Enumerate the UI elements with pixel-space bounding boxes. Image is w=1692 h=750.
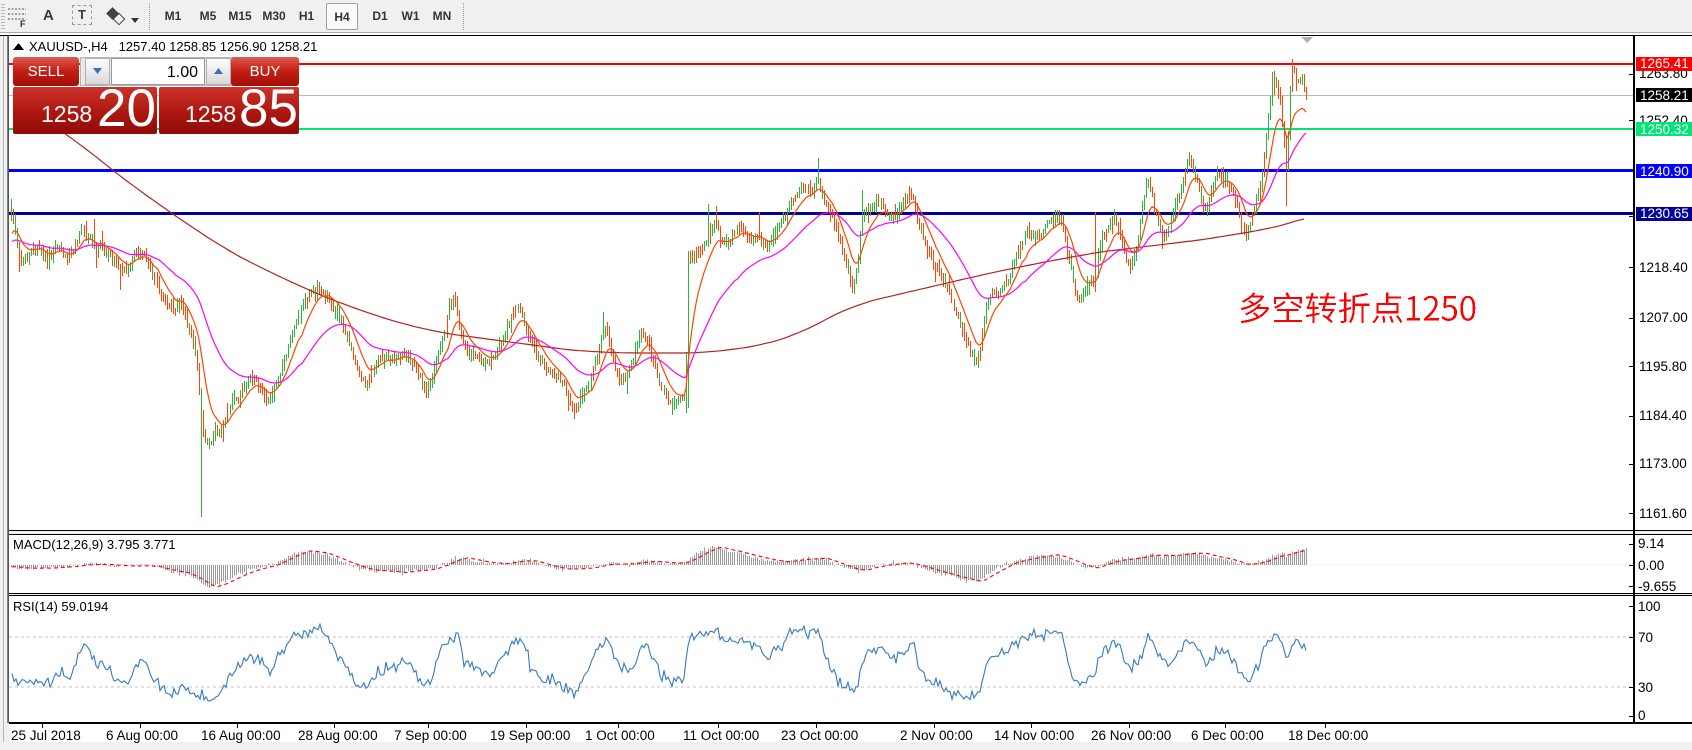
svg-text:1265.41: 1265.41 — [1640, 56, 1689, 71]
svg-text:6 Dec 00:00: 6 Dec 00:00 — [1191, 728, 1264, 743]
svg-text:26 Nov 00:00: 26 Nov 00:00 — [1091, 728, 1171, 743]
svg-text:MACD(12,26,9) 3.795 3.771: MACD(12,26,9) 3.795 3.771 — [13, 537, 176, 552]
svg-text:25 Jul 2018: 25 Jul 2018 — [11, 728, 81, 743]
svg-text:1207.00: 1207.00 — [1639, 310, 1688, 325]
svg-text:19 Sep 00:00: 19 Sep 00:00 — [490, 728, 570, 743]
svg-text:30: 30 — [1638, 680, 1653, 695]
svg-text:18 Dec 00:00: 18 Dec 00:00 — [1288, 728, 1368, 743]
svg-text:1184.40: 1184.40 — [1639, 408, 1687, 423]
svg-text:1173.00: 1173.00 — [1639, 456, 1687, 471]
svg-text:14 Nov 00:00: 14 Nov 00:00 — [994, 728, 1074, 743]
svg-text:100: 100 — [1638, 599, 1661, 614]
svg-text:0: 0 — [1638, 708, 1646, 723]
svg-text:16 Aug 00:00: 16 Aug 00:00 — [201, 728, 281, 743]
svg-text:1195.80: 1195.80 — [1639, 359, 1687, 374]
svg-text:1258.21: 1258.21 — [1640, 88, 1689, 103]
svg-text:11 Oct 00:00: 11 Oct 00:00 — [683, 728, 759, 743]
svg-text:F: F — [20, 19, 26, 28]
svg-text:XAUUSD-,H4 1257.40 1258.85 1: XAUUSD-,H4 1257.40 1258.85 1256.90 1258.… — [29, 39, 317, 54]
svg-text:1218.40: 1218.40 — [1639, 260, 1688, 275]
svg-text:2 Nov 00:00: 2 Nov 00:00 — [900, 728, 973, 743]
svg-text:7 Sep 00:00: 7 Sep 00:00 — [394, 728, 467, 743]
svg-text:1250.32: 1250.32 — [1640, 122, 1689, 137]
svg-text:1240.90: 1240.90 — [1640, 164, 1689, 179]
svg-text:28 Aug 00:00: 28 Aug 00:00 — [298, 728, 378, 743]
svg-text:1230.65: 1230.65 — [1640, 206, 1689, 221]
svg-text:1161.60: 1161.60 — [1639, 506, 1687, 521]
svg-text:RSI(14) 59.0194: RSI(14) 59.0194 — [13, 599, 108, 614]
svg-text:23 Oct 00:00: 23 Oct 00:00 — [781, 728, 858, 743]
svg-text:0.00: 0.00 — [1638, 558, 1664, 573]
svg-text:70: 70 — [1638, 630, 1653, 645]
svg-text:6 Aug 00:00: 6 Aug 00:00 — [106, 728, 178, 743]
svg-text:-9.655: -9.655 — [1638, 579, 1676, 594]
svg-text:1 Oct 00:00: 1 Oct 00:00 — [585, 728, 655, 743]
svg-text:9.14: 9.14 — [1638, 536, 1665, 551]
